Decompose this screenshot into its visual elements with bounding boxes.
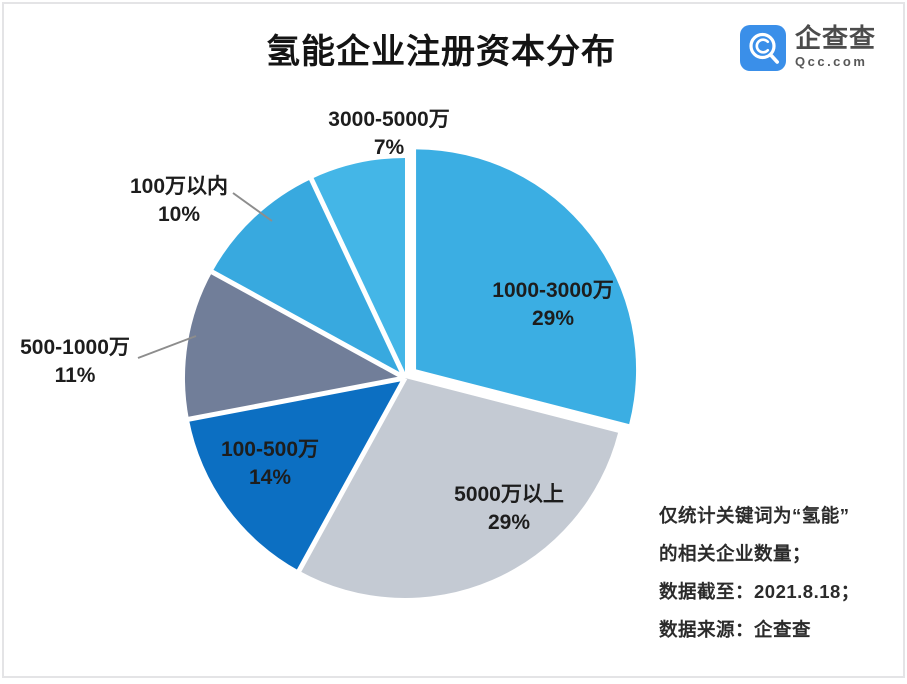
slice-separator bbox=[186, 375, 406, 423]
pie-slice-1000-3000万 bbox=[416, 149, 637, 425]
logo-domain: Qcc.com bbox=[795, 54, 868, 69]
slice-label-value: 10% bbox=[158, 203, 200, 226]
note-line: 数据截至：2021.8.18； bbox=[659, 581, 860, 602]
logo-name: 企查查 bbox=[795, 23, 877, 53]
note-line: 的相关企业数量； bbox=[659, 543, 812, 564]
magnifier-ring-icon bbox=[749, 32, 776, 60]
slice-label-name: 1000-3000万 bbox=[492, 279, 613, 302]
magnifier-handle-icon bbox=[768, 53, 780, 64]
slice-separator bbox=[308, 176, 408, 380]
logo-tile bbox=[740, 25, 786, 71]
page-title: 氢能企业注册资本分布 bbox=[266, 33, 616, 71]
slice-label-value: 29% bbox=[532, 307, 574, 330]
slice-label-name: 500-1000万 bbox=[20, 336, 130, 359]
slice-label-value: 7% bbox=[374, 136, 405, 159]
pie-slice-5000万以上 bbox=[299, 378, 619, 598]
slice-label-value: 11% bbox=[55, 364, 96, 387]
slice-label-name: 100-500万 bbox=[221, 438, 319, 461]
inner-c-icon bbox=[755, 38, 770, 54]
qcc-logo-icon bbox=[740, 25, 786, 71]
slice-separator bbox=[295, 376, 408, 574]
slice-label-value: 14% bbox=[249, 466, 291, 489]
note-line: 仅统计关键词为“氢能” bbox=[659, 505, 850, 526]
slice-label-name: 5000万以上 bbox=[454, 483, 564, 506]
logo-text: 企查查 Qcc.com bbox=[795, 24, 876, 69]
pie-slice-100-500万 bbox=[188, 378, 405, 571]
slice-label-name: 100万以内 bbox=[130, 174, 228, 198]
slice-separator bbox=[209, 268, 407, 381]
slice-label-name: 3000-5000万 bbox=[328, 108, 449, 131]
leader-line-100万以内 bbox=[232, 192, 273, 222]
pie-slice-500-1000万 bbox=[184, 272, 405, 420]
qcc-logo: 企查查 Qcc.com bbox=[739, 24, 889, 74]
source-note: 仅统计关键词为“氢能” 的相关企业数量； 数据截至：2021.8.18； 数据来… bbox=[659, 497, 904, 649]
pie-slice-100万以内 bbox=[212, 178, 405, 378]
note-line: 数据来源：企查查 bbox=[659, 619, 812, 640]
leader-line-500-1000万 bbox=[137, 335, 197, 359]
slice-label-value: 29% bbox=[488, 511, 530, 534]
